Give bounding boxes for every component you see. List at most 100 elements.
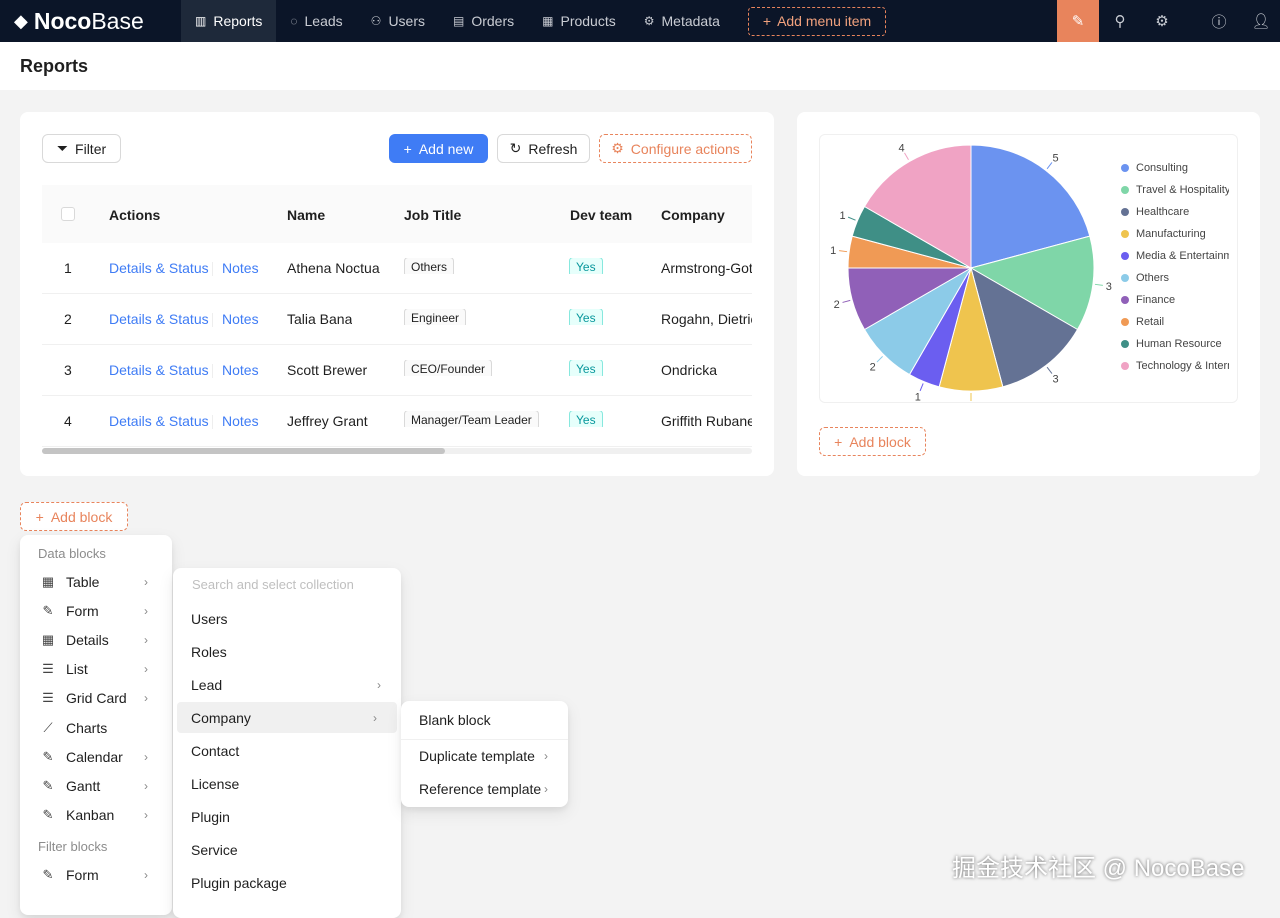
template-option[interactable]: Duplicate template › (419, 747, 548, 764)
label-line (847, 216, 856, 221)
legend-item[interactable]: Finance (1121, 294, 1229, 306)
menu-item-kanban[interactable]: ✎ Kanban › (20, 801, 172, 830)
add-new-button[interactable]: + Add new (389, 134, 488, 163)
data-label: 4 (898, 143, 904, 155)
notes-link[interactable]: Notes (222, 311, 259, 327)
collection-item[interactable]: Users (191, 610, 228, 627)
details-status-link[interactable]: Details & Status (109, 260, 209, 276)
legend-item[interactable]: Retail (1121, 316, 1229, 328)
template-option[interactable]: Reference template › (419, 780, 548, 797)
configure-actions-button[interactable]: ⚙ Configure actions (599, 134, 752, 163)
refresh-button[interactable]: ↻ Refresh (497, 134, 590, 163)
collection-item[interactable]: License (191, 775, 240, 792)
collection-item[interactable]: Contact (191, 742, 240, 759)
name-cell: Jeffrey Grant (287, 413, 368, 429)
job-title-tag: CEO/Founder (404, 360, 493, 376)
edit-icon: ✎ (42, 866, 54, 882)
legend-item[interactable]: Manufacturing (1121, 228, 1229, 240)
divider (212, 313, 213, 327)
menu-item-form[interactable]: ✎ Form › (20, 860, 172, 889)
nav-orders[interactable]: ▤ Orders (453, 13, 515, 29)
row-index: 1 (64, 260, 72, 276)
label-line (839, 250, 848, 253)
legend-dot (1121, 318, 1129, 326)
collection-item[interactable]: Company › (177, 702, 397, 733)
nav-products[interactable]: ▦ Products (542, 13, 616, 29)
collection-item[interactable]: Lead › (191, 676, 381, 693)
column-header[interactable]: Job Title (404, 207, 462, 223)
data-label: 3 (1053, 373, 1059, 385)
company-submenu: Blank block Duplicate template › Reference … (401, 701, 568, 807)
scrollbar-thumb[interactable] (42, 448, 445, 454)
collection-search-input[interactable]: Search and select collection (192, 577, 354, 592)
data-label: 3 (1106, 281, 1112, 293)
gear-icon[interactable]: ⚙ (1155, 13, 1169, 30)
menu-item-calendar[interactable]: ✎ Calendar › (20, 742, 172, 771)
nav-metadata[interactable]: ⚙ Metadata (643, 13, 720, 29)
table-block (20, 112, 774, 476)
menu-item-table[interactable]: ▦ Table › (41, 573, 148, 590)
legend-dot (1121, 340, 1129, 348)
dev-team-tag: Yes (569, 258, 603, 274)
user-icon[interactable]: 👤︎ (1251, 13, 1271, 30)
logo[interactable]: ◆ Noco Base (14, 7, 144, 34)
edit-icon: ✎ (42, 748, 54, 764)
template-option[interactable]: Blank block (419, 711, 491, 728)
bar-chart-icon: ▥ (195, 14, 207, 28)
column-header[interactable]: Name (287, 207, 326, 223)
legend-item[interactable]: Others (1121, 272, 1229, 284)
block-type-menu: Data blocks Filter blocks ▦ Table › ✎ Form › ▦… (20, 535, 172, 915)
select-all-checkbox[interactable] (61, 207, 75, 221)
menu-item-gantt[interactable]: ✎ Gantt › (20, 771, 172, 800)
label-line (919, 383, 924, 392)
details-status-link[interactable]: Details & Status (109, 362, 209, 378)
menu-item-form[interactable]: ✎ Form › (20, 596, 172, 625)
details-status-link[interactable]: Details & Status (109, 413, 209, 429)
chart-container (819, 134, 1238, 403)
group-title: Data blocks (38, 546, 106, 561)
pie-slice[interactable] (970, 144, 1091, 269)
pie-slice[interactable] (970, 266, 1079, 388)
legend-item[interactable]: Healthcare (1121, 206, 1229, 218)
collection-item[interactable]: Service (191, 841, 238, 858)
chevron-right-icon: › (144, 603, 148, 618)
legend-item[interactable]: Technology & Internet (1121, 360, 1229, 372)
nav-users[interactable]: ⚇ Users (370, 13, 425, 29)
legend-item[interactable]: Travel & Hospitality (1121, 184, 1229, 196)
label-line (1094, 283, 1103, 286)
notes-link[interactable]: Notes (222, 413, 259, 429)
help-icon[interactable]: ⓘ (1211, 13, 1227, 31)
add-block-button[interactable]: + Add block (819, 427, 926, 456)
menu-item-details[interactable]: ▦ Details › (41, 631, 148, 648)
plugin-icon[interactable]: ⚲ (1114, 13, 1126, 30)
collection-item[interactable]: Plugin (191, 808, 230, 825)
horizontal-scrollbar[interactable] (42, 448, 752, 454)
column-header[interactable]: Dev team (570, 207, 633, 223)
add-menu-item-button[interactable]: + Add menu item (747, 6, 887, 36)
menu-item-grid-card[interactable]: ☰ Grid Card › (20, 684, 172, 713)
nav-leads[interactable]: ◌ Leads (290, 13, 343, 29)
notes-link[interactable]: Notes (222, 260, 259, 276)
menu-item-list[interactable]: ☰ List › (20, 655, 172, 684)
gear-icon: ⚙ (611, 140, 624, 156)
row-index: 4 (64, 413, 72, 429)
filter-button[interactable]: ⏷ Filter (42, 134, 121, 163)
details-status-link[interactable]: Details & Status (109, 311, 209, 327)
menu-item-charts[interactable]: ⟋ Charts (20, 713, 172, 742)
pie-slice[interactable] (969, 235, 1095, 331)
column-header[interactable]: Company (661, 207, 725, 223)
dev-team-tag: Yes (569, 411, 603, 427)
data-label: 1 (915, 391, 921, 403)
add-block-button[interactable]: + Add block (20, 502, 128, 531)
legend-item[interactable]: Media & Entertainment (1121, 250, 1229, 262)
collection-item[interactable]: Plugin package (191, 874, 287, 891)
nav-reports[interactable]: ▥ Reports (181, 0, 277, 42)
legend-item[interactable]: Consulting (1121, 162, 1229, 174)
ui-editor-icon[interactable]: ✎ (1057, 0, 1099, 42)
pie-slice[interactable] (863, 144, 972, 269)
legend-item[interactable]: Human Resource (1121, 338, 1229, 350)
edit-icon: ✎ (42, 602, 54, 618)
collection-item[interactable]: Roles (191, 643, 227, 660)
notes-link[interactable]: Notes (222, 362, 259, 378)
chevron-right-icon: › (144, 808, 148, 823)
